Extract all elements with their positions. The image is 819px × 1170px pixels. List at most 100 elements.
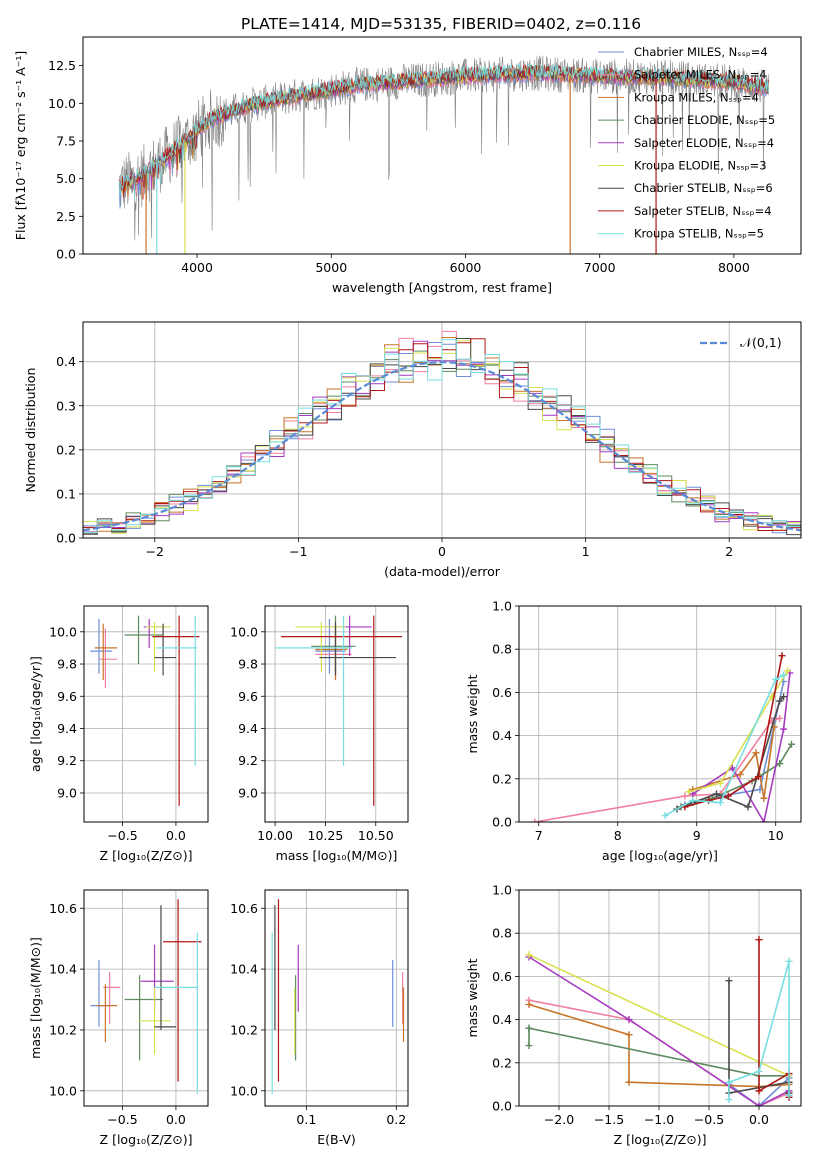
x-tick-label: 10.25 [308,828,344,843]
y-tick-label: 9.4 [238,721,258,736]
weight-marker [785,1091,793,1099]
legend-label: Kroupa ELODIE, Nₛₛₚ=3 [634,159,767,173]
legend-label: Salpeter STELIB, Nₛₛₚ=4 [634,204,772,218]
weight-marker [755,1102,763,1106]
x-tick-label: −2 [146,544,164,559]
x-tick-label: 1 [582,544,590,559]
x-axis-label: age [log₁₀(age/yr)] [602,848,718,863]
y-axis-label: age [log₁₀(age/yr)] [28,656,43,772]
y-tick-label: 9.0 [57,785,77,800]
y-axis-label: Flux [fλ10⁻¹⁷ erg cm⁻² s⁻¹ A⁻¹] [13,51,28,240]
y-tick-label: 9.4 [57,721,77,736]
y-axis-label: mass [log₁₀(M/M⊙)] [28,937,43,1059]
weight-marker [625,1031,633,1039]
y-tick-label: 0.0 [56,247,76,262]
axes-frame [82,321,802,539]
x-axis-label: Z [log₁₀(Z/Z⊙)] [100,1132,193,1147]
weight-marker [725,1096,733,1104]
weight-marker [780,693,788,701]
mass_vs_Z-panel: −0.5 0.0 10.0 10.2 10.4 10.6 Z [log₁₀(Z/Z⊙)] ma… [28,889,209,1147]
weight-marker [752,749,760,757]
weight-marker [712,790,720,798]
y-tick-label: 9.2 [57,753,77,768]
weight-marker [689,790,697,798]
y-tick-label: 9.6 [238,689,258,704]
x-tick-label: 7000 [584,260,616,275]
y-tick-label: 9.6 [57,689,77,704]
legend-label: Salpeter MILES, Nₛₛₚ=4 [634,68,767,82]
y-tick-label: 0.1 [56,486,76,501]
x-axis-label: (data-model)/error [384,564,501,579]
x-axis-label: Z [log₁₀(Z/Z⊙)] [614,1132,707,1147]
y-tick-label: 10.2 [49,1022,77,1037]
legend-label: 𝒩(0,1) [740,335,782,350]
weight-marker [744,803,752,811]
y-axis-label: mass weight [465,958,480,1037]
y-tick-label: 12.5 [48,58,76,73]
y-tick-label: 9.8 [57,657,77,672]
y-tick-label: 0.3 [56,398,76,413]
y-tick-label: 10.4 [230,962,258,977]
weight-marker [760,818,768,822]
y-tick-label: 7.5 [56,133,76,148]
axes-frame [518,889,802,1107]
y-tick-label: 9.0 [238,785,258,800]
x-tick-label: 0.1 [296,1112,316,1127]
residuals-panel: −2 −1 0 1 2 0.0 0.1 0.2 0.3 0.4 (data-model)/error… [23,321,802,579]
weight-line [528,956,790,1106]
y-tick-label: 0.0 [492,1099,512,1114]
weight-marker [755,1067,763,1075]
x-tick-label: −1 [289,544,307,559]
x-tick-label: 10.00 [257,828,293,843]
y-tick-label: 0.4 [56,354,76,369]
weight_vs_age-lines [531,652,796,822]
weight-line [688,670,789,793]
x-tick-label: 6000 [450,260,482,275]
y-tick-label: 10.6 [230,901,258,916]
weight-marker [525,1000,533,1008]
axes-frame [83,605,209,823]
weight-marker [725,977,733,985]
weight_vs_age-panel: 7 8 9 10 0.0 0.2 0.4 0.6 0.8 1.0 age [log₁₀(age/yr… [465,599,802,863]
y-tick-label: 1.0 [492,599,512,614]
figure-title: PLATE=1414, MJD=53135, FIBERID=0402, z=0… [241,15,641,33]
weight-marker [788,740,796,748]
axes-frame [264,605,409,823]
weight-marker [755,1087,763,1095]
spectrum-model-line [118,63,769,198]
x-tick-label: 10.50 [358,828,394,843]
y-tick-label: 10.6 [49,901,77,916]
axes-frame [83,889,209,1107]
weight-marker [784,667,792,675]
y-tick-label: 0.0 [56,531,76,546]
x-tick-label: 8000 [718,260,750,275]
weight-marker [776,697,784,705]
x-tick-label: 4000 [181,260,213,275]
weight-marker [760,794,768,802]
y-tick-label: 0.6 [492,685,512,700]
weight-marker [525,1042,533,1050]
weight-marker [716,799,724,807]
y-tick-label: 0.2 [492,771,512,786]
y-tick-label: 0.8 [492,642,512,657]
x-tick-label: 9 [693,828,701,843]
legend-label: Chabrier STELIB, Nₛₛₚ=6 [634,181,773,195]
legend-label: Kroupa MILES, Nₛₛₚ=4 [634,90,759,104]
mass_vs_ebv-points [271,899,405,1094]
y-tick-label: 10.0 [48,96,76,111]
weight-marker [780,671,788,679]
age_vs_Z-points [90,615,200,806]
y-tick-label: 10.4 [49,962,77,977]
spectrum-lines [118,55,770,254]
y-tick-label: 10.0 [230,624,258,639]
weight-line [528,954,790,1077]
y-tick-label: 0.0 [492,815,512,830]
weight-line [692,672,791,822]
y-axis-label: mass weight [465,674,480,753]
weight-marker [780,725,788,733]
weight-marker [785,957,793,965]
weight-marker [705,796,713,804]
weight-marker [625,1016,633,1024]
weight-marker [625,1078,633,1086]
